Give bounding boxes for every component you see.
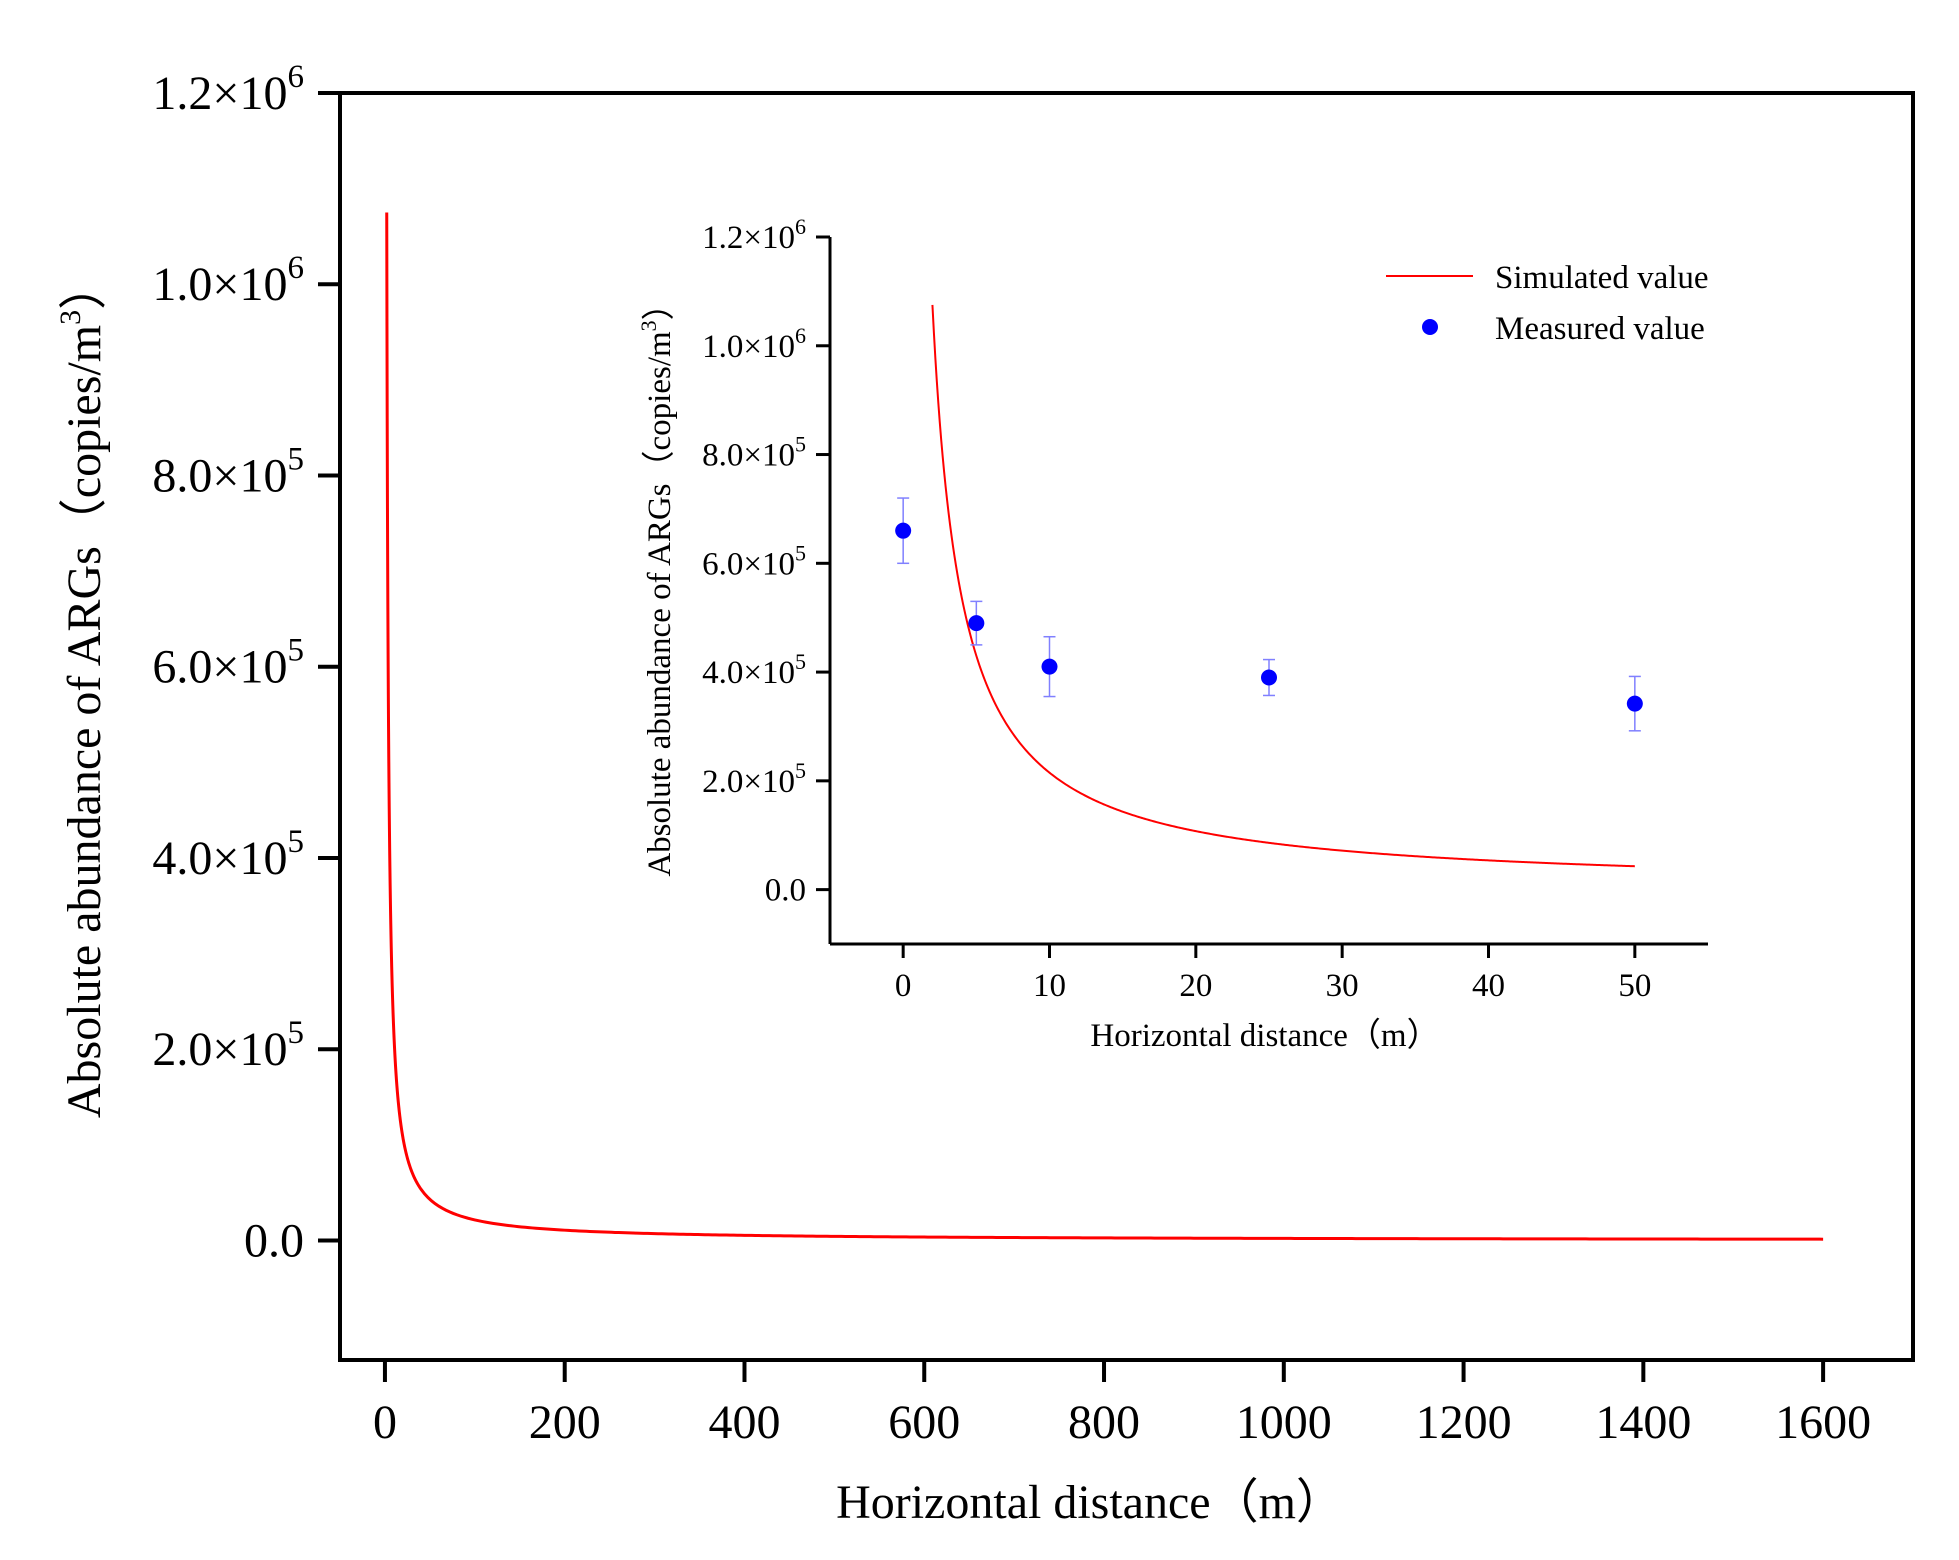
inset-x-axis-title: Horizontal distance（m） xyxy=(1090,1018,1439,1054)
inset-y-tick-exponent: 5 xyxy=(795,432,806,457)
inset-simulated-curve xyxy=(931,304,1635,868)
inset-y-axis-title: Absolute abundance of ARGs（copies/m3） xyxy=(636,287,678,876)
main-plot-frame xyxy=(338,91,1915,1362)
main-y-axis-title-sup: 3 xyxy=(54,310,87,325)
inset-x-tick-label: 50 xyxy=(1618,968,1651,1004)
inset-y-tick-mantissa: 1.0×10 xyxy=(702,329,795,365)
inset-y-tick-exponent: 5 xyxy=(795,540,806,565)
legend-simulated-label: Simulated value xyxy=(1495,260,1709,296)
inset-measured-point xyxy=(1261,669,1277,686)
inset-measured-points xyxy=(895,497,1643,732)
inset-x-tick-label: 20 xyxy=(1179,968,1212,1004)
inset-y-tick-mantissa: 2.0×10 xyxy=(702,764,795,800)
main-y-tick-label: 1.2×106 xyxy=(152,59,304,120)
inset-y-tick-exponent: 6 xyxy=(795,323,806,348)
main-y-tick-label: 0.0 xyxy=(244,1214,304,1267)
main-y-tick-exponent: 5 xyxy=(288,824,305,860)
inset-measured-point xyxy=(968,615,985,632)
inset-x-tick-label: 0 xyxy=(895,968,912,1004)
inset-y-tick-label: 1.0×106 xyxy=(702,323,806,365)
main-y-tick-exponent: 5 xyxy=(288,441,305,477)
inset-y-tick-label: 8.0×105 xyxy=(702,432,806,474)
inset-x-axis-ticks: 0 10 20 30 40 50 xyxy=(895,944,1651,1004)
main-y-tick-mantissa: 8.0×10 xyxy=(152,449,287,502)
main-y-tick-label: 2.0×105 xyxy=(152,1015,304,1076)
main-x-axis-ticks: 0 200 400 600 800 1000 1200 1400 1600 xyxy=(373,1360,1871,1449)
inset-y-tick-label: 2.0×105 xyxy=(702,758,806,800)
main-y-tick-label: 4.0×105 xyxy=(152,824,304,885)
main-x-tick-label: 400 xyxy=(708,1396,780,1449)
main-y-axis-ticks: 0.02.0×1054.0×1056.0×1058.0×1051.0×1061.… xyxy=(152,59,340,1267)
inset-y-tick-exponent: 5 xyxy=(795,649,806,674)
main-y-tick-mantissa: 0.0 xyxy=(244,1214,304,1267)
inset-y-axis-ticks: 0.02.0×1054.0×1056.0×1058.0×1051.0×1061.… xyxy=(702,214,830,909)
main-y-tick-exponent: 6 xyxy=(288,59,305,95)
inset-y-tick-label: 0.0 xyxy=(765,873,806,909)
main-y-tick-exponent: 5 xyxy=(288,633,305,669)
main-x-tick-label: 1600 xyxy=(1775,1396,1871,1449)
inset-measured-point xyxy=(895,522,912,539)
legend-measured-swatch xyxy=(1422,319,1438,335)
main-y-tick-label: 1.0×106 xyxy=(152,250,304,311)
main-y-tick-mantissa: 1.0×10 xyxy=(152,258,287,311)
inset-y-tick-exponent: 6 xyxy=(795,214,806,239)
main-x-tick-label: 800 xyxy=(1068,1396,1140,1449)
inset-y-tick-mantissa: 6.0×10 xyxy=(702,546,795,582)
main-x-tick-label: 600 xyxy=(888,1396,960,1449)
inset-y-tick-exponent: 5 xyxy=(795,758,806,783)
inset-y-axis-title-text: Absolute abundance of ARGs（copies/m xyxy=(642,331,678,877)
main-x-tick-label: 0 xyxy=(373,1396,397,1449)
inset-y-tick-mantissa: 1.2×10 xyxy=(702,220,795,256)
inset-chart: 0.02.0×1054.0×1056.0×1058.0×1051.0×1061.… xyxy=(636,214,1709,1054)
inset-y-tick-mantissa: 8.0×10 xyxy=(702,438,795,474)
inset-measured-point xyxy=(1626,695,1643,712)
inset-y-tick-mantissa: 4.0×10 xyxy=(702,655,795,691)
main-y-tick-exponent: 6 xyxy=(288,250,305,286)
main-y-axis-title: Absolute abundance of ARGs（copies/m3） xyxy=(54,262,111,1118)
main-y-tick-label: 8.0×105 xyxy=(152,441,304,502)
main-y-tick-label: 6.0×105 xyxy=(152,633,304,694)
main-x-tick-label: 1200 xyxy=(1416,1396,1512,1449)
main-chart: 0.02.0×1054.0×1056.0×1058.0×1051.0×1061.… xyxy=(54,59,1915,1529)
inset-x-tick-label: 10 xyxy=(1033,968,1066,1004)
main-y-tick-exponent: 5 xyxy=(288,1015,305,1051)
main-y-tick-mantissa: 2.0×10 xyxy=(152,1023,287,1076)
main-x-tick-label: 1400 xyxy=(1595,1396,1691,1449)
inset-y-tick-mantissa: 0.0 xyxy=(765,873,806,909)
inset-measured-point xyxy=(1041,658,1058,675)
main-x-tick-label: 200 xyxy=(529,1396,601,1449)
inset-x-tick-label: 30 xyxy=(1326,968,1359,1004)
main-y-tick-mantissa: 1.2×10 xyxy=(152,67,287,120)
inset-y-axis-title-suffix: ） xyxy=(642,287,678,320)
main-y-axis-title-text: Absolute abundance of ARGs（copies/m xyxy=(58,325,111,1118)
legend-measured-label: Measured value xyxy=(1495,311,1705,347)
main-x-axis-title: Horizontal distance（m） xyxy=(836,1476,1344,1529)
main-simulated-curve xyxy=(385,212,1824,1241)
legend: Simulated value Measured value xyxy=(1386,260,1709,347)
main-x-tick-label: 1000 xyxy=(1236,1396,1332,1449)
inset-x-tick-label: 40 xyxy=(1472,968,1505,1004)
main-y-tick-mantissa: 4.0×10 xyxy=(152,832,287,885)
inset-y-tick-label: 4.0×105 xyxy=(702,649,806,691)
inset-y-tick-label: 1.2×106 xyxy=(702,214,806,256)
inset-y-axis-title-sup: 3 xyxy=(636,320,661,331)
inset-y-tick-label: 6.0×105 xyxy=(702,540,806,582)
main-y-tick-mantissa: 6.0×10 xyxy=(152,641,287,694)
main-y-axis-title-suffix: ） xyxy=(58,262,111,310)
